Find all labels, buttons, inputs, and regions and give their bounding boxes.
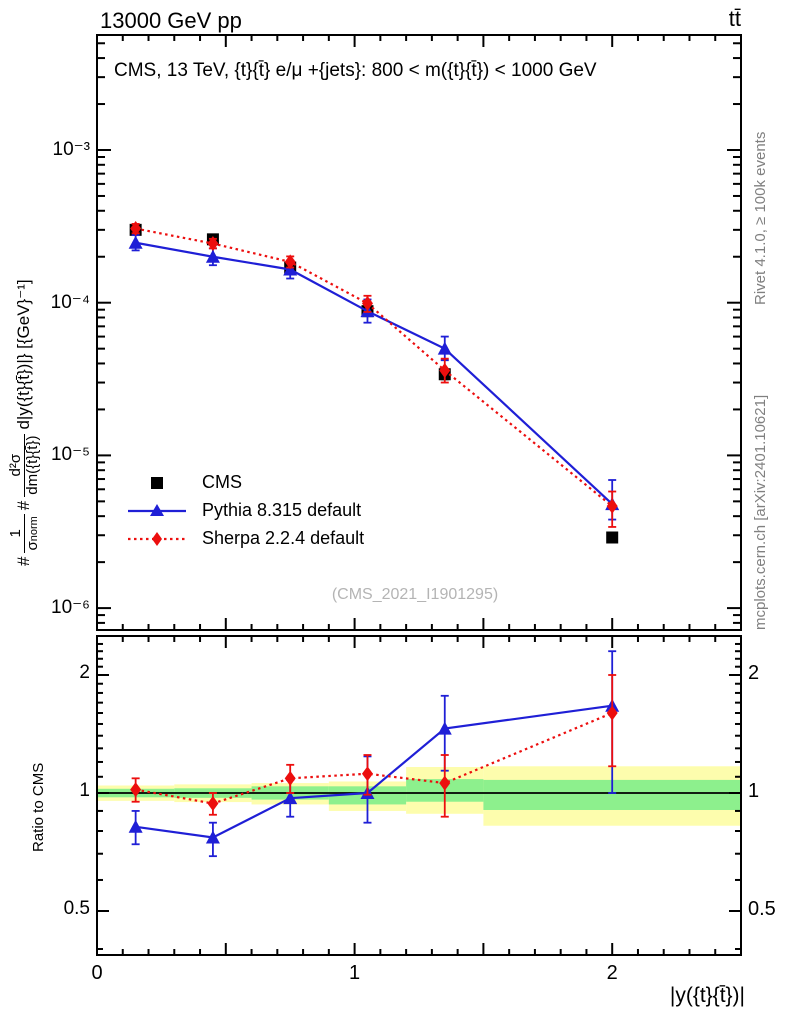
process-label: tt̄ — [728, 6, 741, 31]
x-axis-label: |y({t}{t̄})| — [669, 984, 745, 1007]
sherpa-marker — [130, 221, 142, 237]
pythia-marker — [437, 341, 452, 355]
y-axis-label: # 1 σnorm # d²σ dm({t}{t̄}) d|y({t}{t̄})|}… — [7, 279, 41, 566]
sherpa-line — [135, 227, 613, 508]
cms-marker-icon — [151, 476, 163, 489]
ratio-panel-frame — [96, 635, 742, 956]
y-label-frac-xsec: d²σ dm({t}{t̄}) — [7, 433, 41, 497]
sherpa-ratio-line — [135, 711, 613, 805]
pythia-marker — [128, 235, 143, 249]
sherpa-ratio-marker — [207, 796, 219, 812]
ratio-y-tick-label-left: 1 — [79, 780, 90, 801]
pythia-ratio-marker — [128, 819, 143, 833]
analysis-id-watermark: (CMS_2021_I1901295) — [331, 586, 499, 603]
legend-label: Pythia 8.315 default — [202, 500, 362, 520]
cms-marker — [606, 531, 619, 544]
sherpa-marker — [439, 362, 451, 378]
main-y-tick-label: 10⁻⁵ — [50, 444, 90, 466]
y-label-frac-norm: 1 σnorm — [7, 514, 41, 553]
ratio-y-tick-label-left: 2 — [79, 661, 90, 683]
sherpa-marker — [361, 295, 373, 311]
ratio-y-tick-label-right: 2 — [748, 661, 760, 684]
pythia-marker-icon — [128, 503, 186, 516]
ratio-y-tick-label-right: 0.5 — [748, 898, 776, 920]
x-tick-label: 0 — [91, 962, 103, 984]
main-series — [128, 221, 620, 544]
x-tick-label: 2 — [606, 962, 618, 984]
ratio-uncertainty-bands — [97, 766, 741, 826]
ratio-y-axis-label: Ratio to CMS — [30, 762, 47, 852]
pythia-ratio-line — [135, 704, 613, 839]
ratio-y-tick-label-right: 1 — [748, 780, 760, 802]
pythia-ratio-marker — [205, 830, 220, 844]
sherpa-ratio-marker — [284, 770, 296, 786]
sherpa-ratio-marker — [130, 782, 142, 798]
y-label-hash2: # — [14, 500, 34, 511]
main-y-tick-label: 10⁻⁴ — [50, 291, 90, 313]
plot-title: CMS, 13 TeV, {t}{t̄} e/μ +{jets}: 800 < … — [114, 60, 597, 81]
sherpa-ratio-marker — [439, 775, 451, 791]
pythia-ratio-marker — [283, 791, 298, 805]
pythia-marker — [205, 249, 220, 263]
pythia-ratio-marker — [437, 721, 452, 735]
x-tick-label: 1 — [349, 962, 361, 984]
ratio-y-tick-label-left: 0.5 — [63, 898, 90, 919]
legend-label: CMS — [202, 472, 242, 492]
sherpa-marker — [606, 498, 618, 514]
sherpa-marker — [207, 236, 219, 252]
mcplots-arxiv-label: mcplots.cern.ch [arXiv:2401.10621] — [752, 394, 769, 630]
legend-item-cms: CMS — [128, 472, 364, 493]
y-label-hash1: # — [14, 556, 34, 566]
sherpa-ratio-marker — [361, 766, 373, 782]
legend-label: Sherpa 2.2.4 default — [202, 528, 365, 548]
sherpa-ratio-marker — [606, 705, 618, 721]
main-y-tick-label: 10⁻³ — [52, 139, 91, 160]
main-y-tick-label: 10⁻⁶ — [51, 597, 90, 619]
rivet-version-label: Rivet 4.1.0, ≥ 100k events — [752, 131, 769, 305]
legend-item-sherpa: Sherpa 2.2.4 default — [128, 528, 364, 549]
beam-energy-label: 13000 GeV pp — [100, 8, 242, 33]
legend-item-pythia: Pythia 8.315 default — [128, 500, 364, 521]
legend: CMS Pythia 8.315 default Sherpa 2.2.4 de… — [128, 472, 364, 549]
ratio-series — [128, 650, 620, 858]
y-label-suffix: d|y({t}{t̄})|} [{GeV}⁻¹] — [14, 279, 34, 430]
sherpa-marker — [284, 254, 296, 270]
sherpa-marker-icon — [128, 531, 186, 546]
main-panel-frame — [96, 34, 742, 631]
pythia-line — [135, 241, 613, 505]
